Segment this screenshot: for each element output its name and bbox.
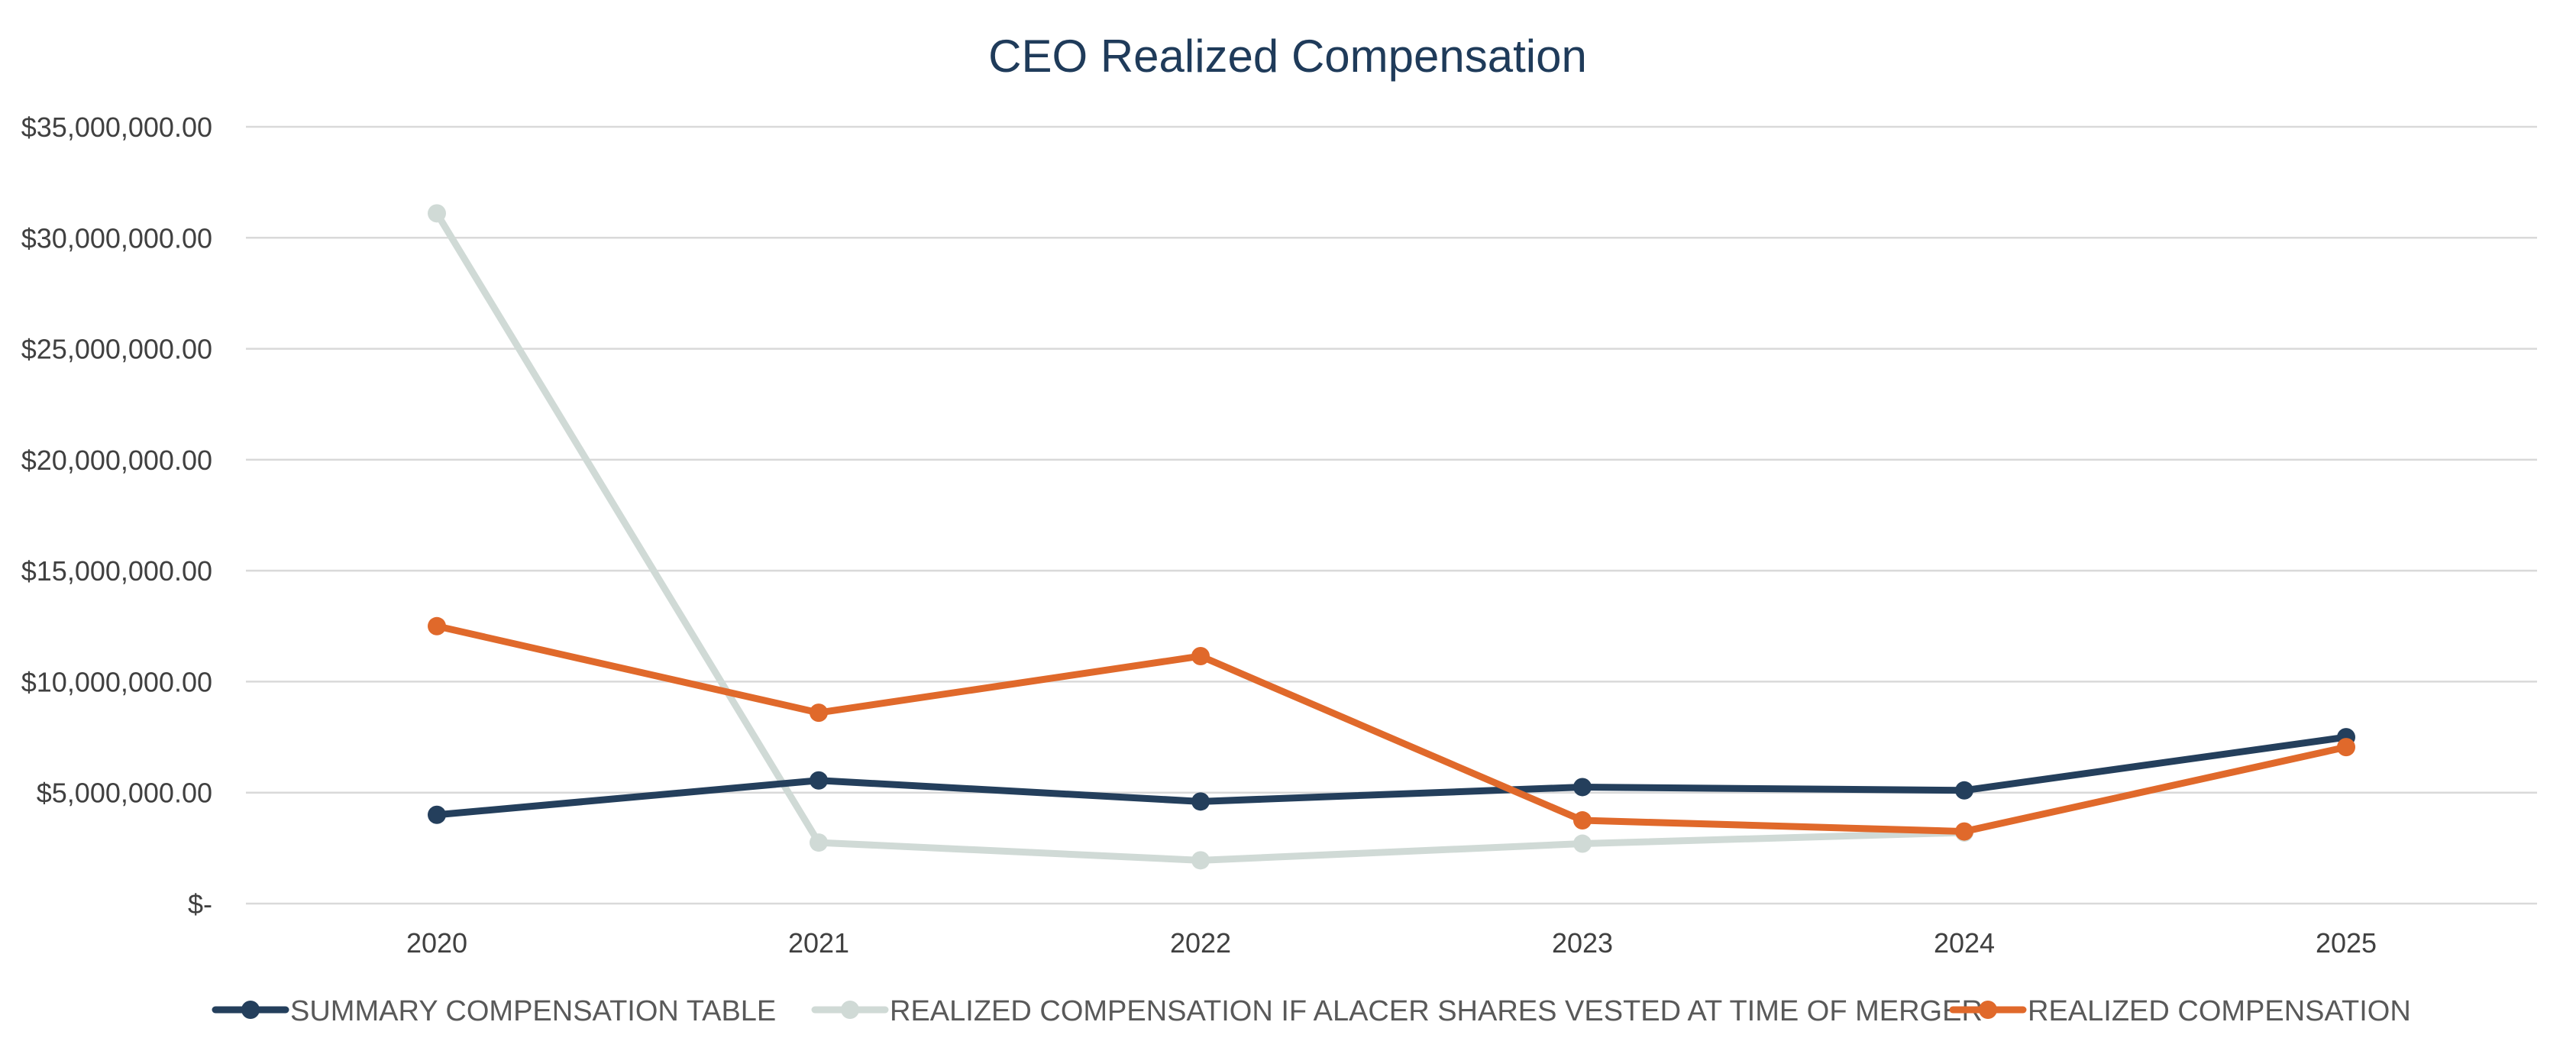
series-group — [428, 616, 2355, 841]
legend-item: REALIZED COMPENSATION — [1949, 995, 2411, 1027]
data-point — [428, 204, 446, 223]
x-tick-label: 2023 — [1552, 927, 1613, 959]
data-point — [1955, 822, 1973, 841]
x-tick-label: 2022 — [1170, 927, 1231, 959]
series-group — [428, 728, 2355, 824]
legend-swatch-marker — [1979, 1001, 1997, 1019]
series-group — [428, 204, 1973, 870]
legend-swatch-marker — [841, 1001, 859, 1019]
data-point — [428, 616, 446, 635]
chart-title: CEO Realized Compensation — [988, 31, 1587, 82]
series-line — [433, 733, 2350, 819]
y-tick-label: $5,000,000.00 — [37, 778, 212, 809]
y-axis-tick-labels: $- $5,000,000.00 $10,000,000.00 $15,000,000… — [21, 112, 212, 920]
legend-label: REALIZED COMPENSATION — [2028, 995, 2411, 1027]
x-tick-label: 2024 — [1934, 927, 1995, 959]
y-tick-label: $20,000,000.00 — [21, 445, 212, 476]
series-lines — [428, 204, 2355, 870]
legend-label: SUMMARY COMPENSATION TABLE — [290, 995, 776, 1027]
data-point — [1573, 811, 1592, 830]
y-tick-label: $- — [188, 888, 212, 920]
legend: SUMMARY COMPENSATION TABLE REALIZED COMPE… — [212, 995, 2411, 1027]
x-axis-tick-labels: 2020 2021 2022 2023 2024 2025 — [406, 927, 2377, 959]
data-point — [1955, 781, 1973, 800]
y-tick-label: $35,000,000.00 — [21, 112, 212, 143]
data-point — [1573, 834, 1592, 853]
legend-label: REALIZED COMPENSATION IF ALACER SHARES V… — [890, 995, 1983, 1027]
data-point — [1573, 778, 1592, 797]
y-tick-label: $30,000,000.00 — [21, 222, 212, 254]
y-tick-label: $25,000,000.00 — [21, 334, 212, 365]
legend-item: SUMMARY COMPENSATION TABLE — [212, 995, 776, 1027]
legend-swatch-marker — [241, 1001, 260, 1019]
data-point — [810, 703, 828, 723]
y-tick-label: $10,000,000.00 — [21, 666, 212, 697]
series-line — [433, 209, 1968, 864]
gridlines — [246, 125, 2537, 905]
data-point — [810, 771, 828, 790]
series-line — [433, 623, 2350, 836]
data-point — [428, 805, 446, 824]
x-tick-label: 2020 — [406, 927, 467, 959]
data-point — [1191, 647, 1210, 666]
data-point — [1191, 851, 1210, 870]
y-tick-label: $15,000,000.00 — [21, 555, 212, 587]
legend-item: REALIZED COMPENSATION IF ALACER SHARES V… — [811, 995, 1983, 1027]
x-tick-label: 2021 — [788, 927, 849, 959]
data-point — [810, 833, 828, 852]
data-point — [1191, 792, 1210, 811]
data-point — [2337, 738, 2355, 757]
x-tick-label: 2025 — [2316, 927, 2377, 959]
